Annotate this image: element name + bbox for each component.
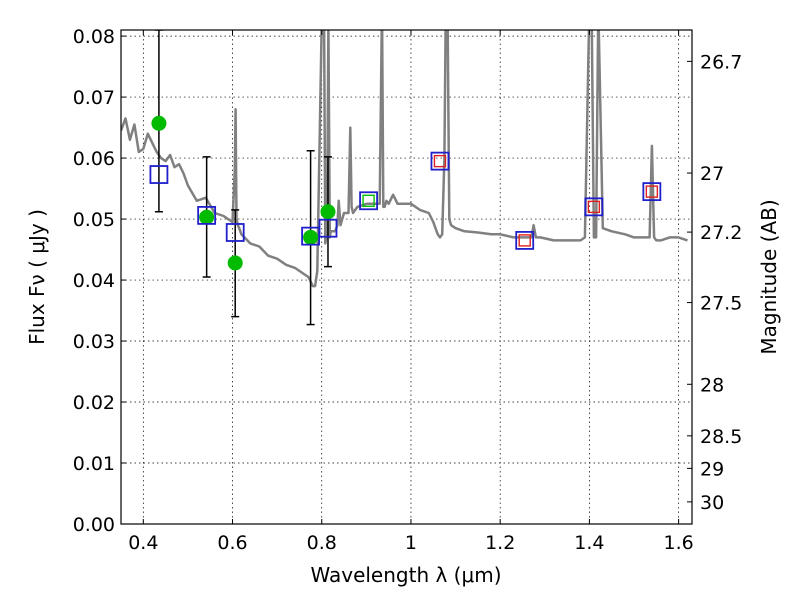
- right-tick-label: 26.7: [700, 51, 742, 73]
- model-box: [515, 231, 535, 250]
- red-inner-box: [587, 200, 601, 214]
- right-tick-label: 29: [700, 458, 724, 480]
- model-box: [197, 206, 217, 225]
- y-tick-label: 0.03: [73, 331, 115, 353]
- right-tick-label: 30: [700, 492, 724, 514]
- x-axis: 0.4 0.6 0.8 1 1.2 1.4 1.6: [128, 30, 694, 554]
- model-box: [642, 182, 662, 202]
- model-box: [430, 151, 450, 171]
- x-tick-label: 0.4: [128, 532, 158, 554]
- model-box: [584, 197, 604, 217]
- y-tick-label: 0.06: [73, 148, 115, 170]
- model-box: [318, 218, 338, 238]
- x-tick-label: 0.8: [307, 532, 337, 554]
- x-tick-label: 1.4: [574, 532, 604, 554]
- right-axis-label: Magnitude (AB): [757, 199, 781, 354]
- right-tick-label: 28.5: [700, 426, 742, 448]
- right-tick-label: 27.5: [700, 293, 742, 315]
- observed-point: [151, 115, 167, 131]
- red-inner-box: [433, 154, 447, 168]
- y-tick-label: 0.07: [73, 87, 115, 109]
- red-inner-box: [518, 234, 531, 247]
- observed-point: [303, 229, 319, 245]
- x-axis-label: Wavelength λ (μm): [310, 563, 501, 587]
- y-tick-label: 0.01: [73, 453, 115, 475]
- green-inner-box: [362, 194, 375, 207]
- plot-frame: [120, 29, 693, 525]
- y-axis: 0.00 0.01 0.02 0.03 0.04 0.05 0.06 0.07 0.08: [73, 26, 126, 536]
- x-tick-label: 1: [405, 532, 417, 554]
- y-tick-label: 0.05: [73, 209, 115, 231]
- right-tick-label: 27.2: [700, 222, 742, 244]
- right-axis: 26.7 27 27.2 27.5 28 28.5 29 30: [687, 51, 742, 514]
- model-box: [359, 191, 378, 211]
- x-tick-label: 1.6: [664, 532, 694, 554]
- x-tick-label: 1.2: [485, 532, 515, 554]
- model-box: [225, 223, 245, 242]
- y-tick-label: 0.00: [73, 514, 115, 536]
- y-tick-label: 0.04: [73, 270, 115, 292]
- red-inner-box: [645, 185, 659, 198]
- observed-point: [320, 204, 336, 220]
- y-tick-label: 0.02: [73, 392, 115, 414]
- right-tick-label: 28: [700, 374, 724, 396]
- model-sed-line: [121, 30, 688, 288]
- right-tick-label: 27: [700, 163, 724, 185]
- observed-point: [227, 255, 243, 271]
- model-box: [149, 165, 169, 184]
- plot-area: [121, 30, 688, 326]
- y-axis-label: Flux Fν ( μJy ): [25, 209, 49, 345]
- x-tick-label: 0.6: [217, 532, 247, 554]
- y-tick-label: 0.08: [73, 26, 115, 48]
- observed-point: [199, 209, 215, 225]
